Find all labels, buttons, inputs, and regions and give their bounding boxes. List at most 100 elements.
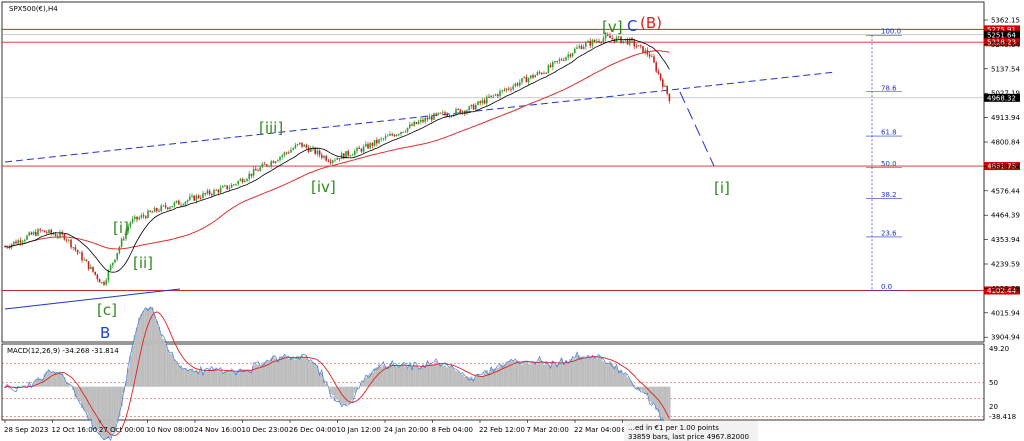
candle-body xyxy=(21,241,24,243)
candle-body xyxy=(15,241,17,244)
time-axis-tick: 27 Oct 00:00 xyxy=(99,426,145,434)
candle-body xyxy=(81,252,83,261)
time-axis-tick: 26 Dec 04:00 xyxy=(289,426,336,434)
candle-body xyxy=(563,60,565,61)
candle-body xyxy=(332,160,334,163)
upper-trend-line[interactable] xyxy=(4,71,837,163)
candle-body xyxy=(362,146,365,152)
candle-body xyxy=(435,113,437,115)
candle-body xyxy=(197,195,200,198)
fib-level-label: 23.6 xyxy=(881,229,897,237)
time-axis-tick: 12 Oct 16:00 xyxy=(52,426,98,434)
candle-body xyxy=(367,143,369,149)
candle-body xyxy=(459,109,462,114)
price-axis-tick: 3904.94 xyxy=(991,334,1020,342)
candle-body xyxy=(83,259,85,261)
candle-body xyxy=(552,62,554,68)
candle-body xyxy=(30,232,33,235)
candle-body xyxy=(499,91,501,97)
candle-body xyxy=(149,210,151,212)
macd-indicator xyxy=(2,306,984,441)
price-tag xyxy=(984,93,1020,102)
candle-body xyxy=(164,205,167,208)
candle-body xyxy=(230,184,233,188)
candle-body xyxy=(314,147,316,154)
candle-body xyxy=(329,161,332,163)
price-tag xyxy=(984,38,1020,47)
price-axis-tick: 5249.64 xyxy=(991,41,1020,49)
price-tag xyxy=(984,162,1020,171)
candle-body xyxy=(530,75,532,79)
candle-body xyxy=(290,149,292,153)
candle-body xyxy=(241,179,244,183)
candle-body xyxy=(624,39,627,41)
candle-body xyxy=(26,235,28,240)
candle-body xyxy=(153,208,156,212)
price-tag-label: 5275.91 xyxy=(987,26,1016,34)
fib-level-label: 61.8 xyxy=(881,129,897,137)
candle-body xyxy=(123,238,125,240)
projection-line[interactable] xyxy=(679,91,715,167)
candle-body xyxy=(343,153,345,159)
candle-body xyxy=(508,88,510,90)
candle-body xyxy=(576,47,578,49)
candle-body xyxy=(490,95,492,98)
wave-label-C: C xyxy=(627,17,637,35)
fib-level-label: 78.6 xyxy=(881,84,897,92)
candle-body xyxy=(578,45,580,48)
price-tag-label: 5218.23 xyxy=(987,39,1016,47)
candle-body xyxy=(345,151,347,159)
candle-body xyxy=(134,216,136,219)
candle-body xyxy=(114,259,116,263)
main-pane-frame xyxy=(1,1,985,343)
price-tag xyxy=(984,25,1020,34)
time-axis-tick: 7 Mar 20:00 xyxy=(527,426,569,434)
candle-body xyxy=(334,159,336,161)
lower-trend-line[interactable] xyxy=(4,288,181,310)
candle-body xyxy=(189,196,191,200)
fib-level-label: 38.2 xyxy=(881,191,897,199)
candle-body xyxy=(272,161,275,163)
time-axis-tick: 28 Sep 2023 xyxy=(4,426,48,434)
candle-body xyxy=(17,240,19,244)
candle-body xyxy=(140,215,143,218)
candle-body xyxy=(129,222,132,227)
candle-body xyxy=(250,173,253,176)
candle-body xyxy=(398,134,400,135)
candle-body xyxy=(112,262,114,266)
candle-body xyxy=(470,104,473,107)
candle-body xyxy=(549,65,552,68)
candle-body xyxy=(13,241,15,245)
candle-body xyxy=(116,252,118,260)
fib-level-label: 50.0 xyxy=(881,160,897,168)
candle-body xyxy=(118,246,121,253)
candle-body xyxy=(378,139,380,144)
candle-body xyxy=(373,140,376,146)
price-tag-label: 4102.44 xyxy=(987,287,1016,295)
fib-retracement[interactable]: 100.0 78.6 61.8 50.0 38.2 23.6 0.0 xyxy=(866,28,902,291)
status-overlay-line-1: …ed in €1 per 1.00 points xyxy=(628,424,719,432)
candle-body xyxy=(351,154,354,156)
candle-body xyxy=(120,238,123,247)
candle-body xyxy=(347,151,349,156)
candle-body xyxy=(464,110,466,114)
candle-body xyxy=(488,96,490,98)
candle-body xyxy=(19,240,22,243)
candle-body xyxy=(497,94,499,97)
time-axis-tick: 22 Feb 12:00 xyxy=(479,426,525,434)
candle-body xyxy=(395,134,398,137)
candle-body xyxy=(637,45,640,47)
candle-body xyxy=(483,100,486,104)
candle-body xyxy=(41,230,44,232)
candle-body xyxy=(268,165,270,167)
candle-body xyxy=(365,143,367,147)
candle-body xyxy=(574,48,576,54)
candle-body xyxy=(193,195,195,201)
candle-body xyxy=(585,42,587,47)
candle-body xyxy=(50,229,52,234)
candle-body xyxy=(325,156,327,161)
candle-body xyxy=(283,152,286,156)
candle-body xyxy=(175,200,178,203)
wave-label-i-right: [i] xyxy=(714,179,730,197)
